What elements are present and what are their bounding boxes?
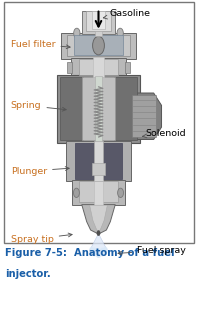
Bar [114, 78, 137, 140]
Bar [72, 180, 125, 205]
Bar [60, 78, 83, 140]
Circle shape [92, 248, 97, 256]
Text: Spring: Spring [11, 101, 66, 111]
Bar [95, 76, 102, 143]
Circle shape [73, 188, 79, 197]
Text: Gasoline: Gasoline [103, 8, 150, 19]
Polygon shape [82, 205, 115, 234]
Circle shape [100, 248, 105, 256]
Polygon shape [130, 93, 162, 140]
Text: Solenoid: Solenoid [143, 129, 186, 139]
Bar [86, 11, 111, 31]
Polygon shape [90, 235, 107, 250]
Bar [93, 57, 104, 77]
Bar [71, 58, 126, 77]
Bar [92, 11, 105, 29]
Bar [67, 62, 72, 73]
Bar [67, 35, 130, 56]
Bar [66, 141, 131, 181]
Bar [4, 2, 194, 243]
Text: injector.: injector. [5, 269, 51, 279]
Bar [95, 31, 102, 36]
Bar [79, 181, 118, 202]
Circle shape [74, 28, 80, 38]
Bar [92, 163, 105, 175]
Bar [57, 75, 140, 143]
Bar [75, 143, 122, 179]
Circle shape [96, 249, 101, 257]
Text: Spray tip: Spray tip [11, 233, 72, 244]
Bar [61, 33, 136, 59]
Circle shape [104, 247, 107, 253]
Bar [125, 62, 130, 73]
Bar [94, 141, 103, 181]
Polygon shape [90, 205, 107, 232]
Bar [82, 78, 115, 140]
Circle shape [93, 36, 104, 55]
Text: Figure 7-5:  Anatomy of a fuel: Figure 7-5: Anatomy of a fuel [5, 248, 174, 258]
Text: Fuel spray: Fuel spray [118, 246, 186, 255]
Circle shape [117, 28, 123, 38]
Bar [79, 59, 118, 75]
Circle shape [97, 231, 100, 236]
Circle shape [118, 188, 124, 197]
Text: Plunger: Plunger [11, 166, 69, 176]
Text: Fuel filter: Fuel filter [11, 39, 70, 49]
Bar [74, 35, 123, 55]
Circle shape [90, 247, 93, 253]
Bar [94, 180, 103, 205]
Bar [82, 11, 115, 34]
Bar [132, 95, 156, 137]
